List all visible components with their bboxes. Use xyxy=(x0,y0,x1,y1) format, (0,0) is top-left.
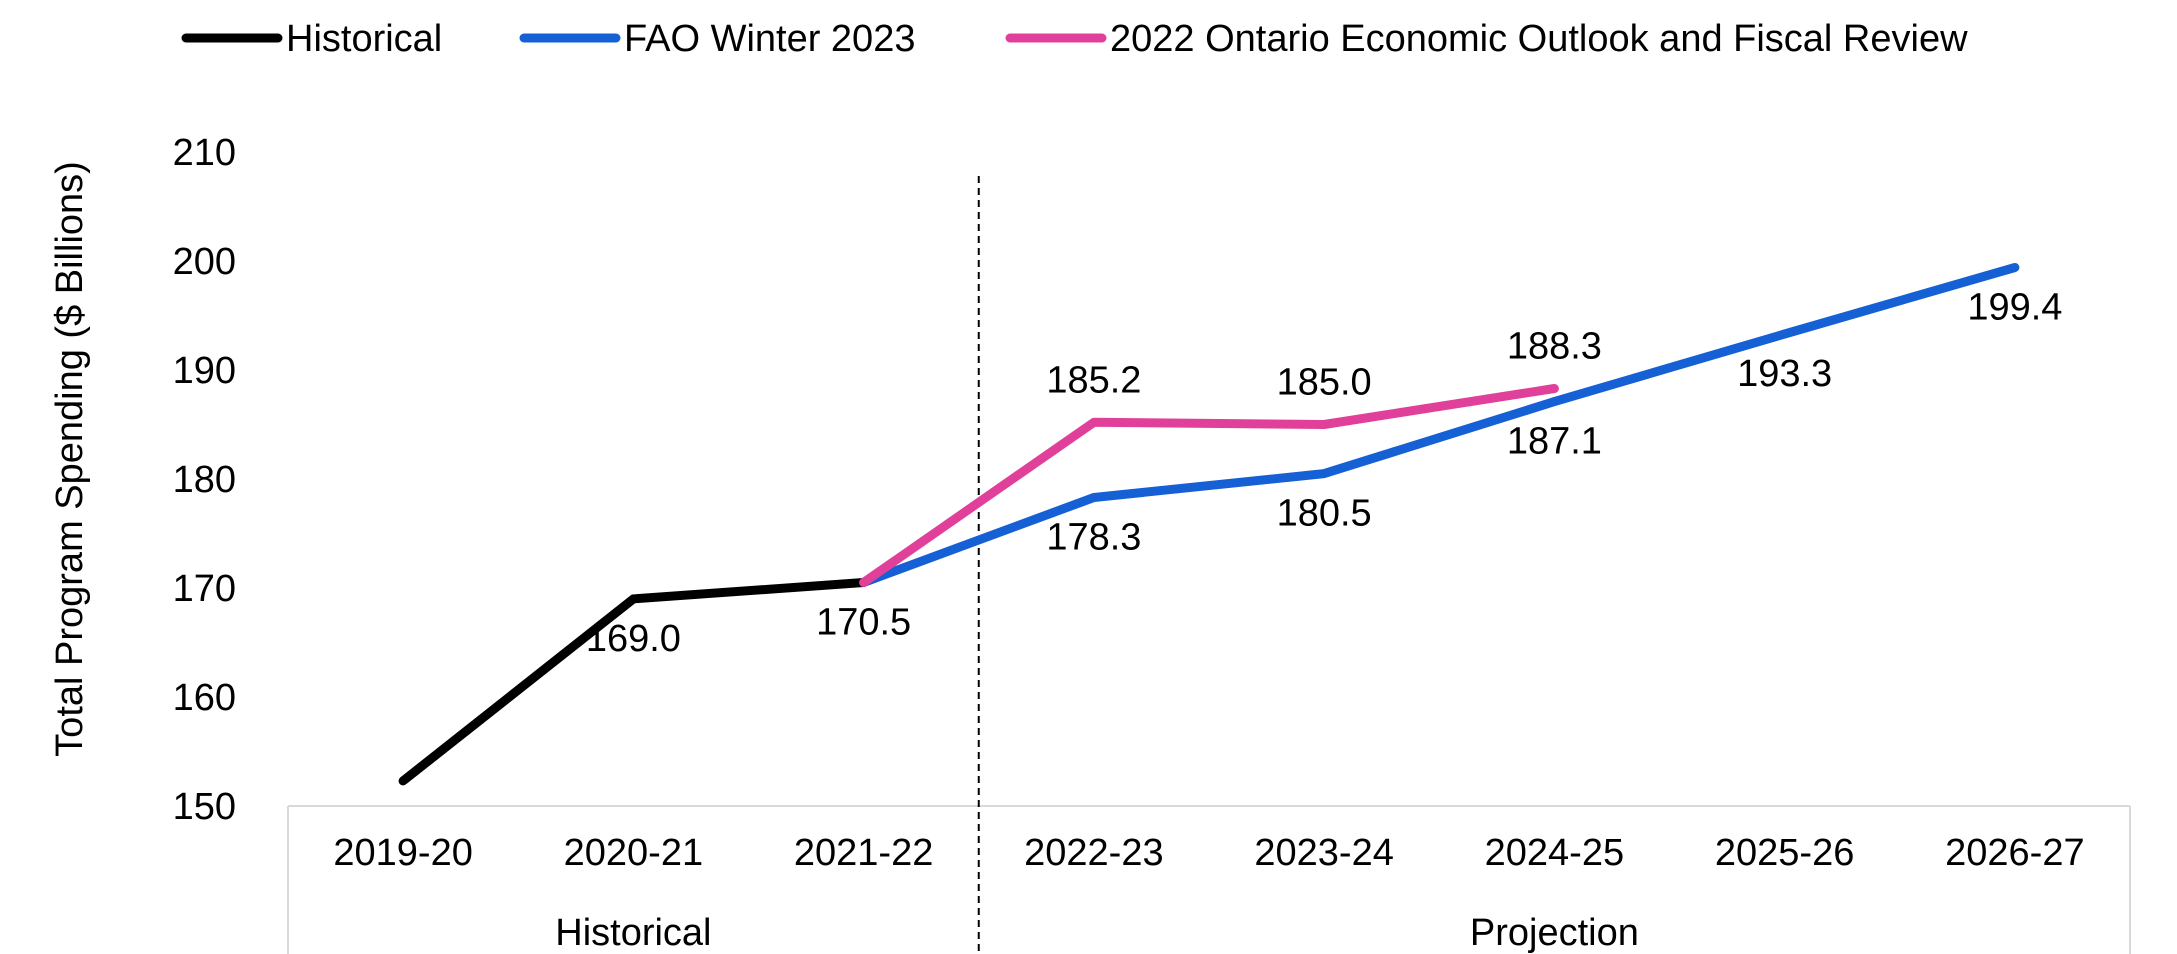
y-tick-label: 170 xyxy=(173,568,236,610)
y-tick-label: 160 xyxy=(173,677,236,719)
data-label-fao-winter-2023: 193.3 xyxy=(1737,353,1832,395)
data-label-fao-winter-2023: 180.5 xyxy=(1277,493,1372,535)
y-tick-label: 180 xyxy=(173,459,236,501)
data-label-2022-ontario-economic-outlook-and-fiscal-review: 188.3 xyxy=(1507,326,1602,368)
legend-entry-historical: Historical xyxy=(286,18,442,60)
series-line-historical xyxy=(398,578,869,786)
y-axis: 150 160 170 180 190 200 210 Total Program Spend… xyxy=(49,132,236,828)
label-layer: 169.0 170.5 178.3 180.5 187.1 193.3 199.4 185.2… xyxy=(586,287,2063,660)
series-layer xyxy=(398,263,2020,786)
x-group-label: Projection xyxy=(1470,912,1639,954)
data-label-2022-ontario-economic-outlook-and-fiscal-review: 185.2 xyxy=(1046,359,1141,401)
series-line-2022-ontario-economic-outlook-and-fiscal-review xyxy=(859,384,1559,587)
x-tick-label: 2024-25 xyxy=(1485,832,1624,874)
x-tick-label: 2021-22 xyxy=(794,832,933,874)
x-tick-label: 2022-23 xyxy=(1024,832,1163,874)
data-label-historical: 170.5 xyxy=(816,602,911,644)
y-tick-label: 150 xyxy=(173,786,236,828)
x-group-label: Historical xyxy=(555,912,711,954)
data-label-fao-winter-2023: 178.3 xyxy=(1046,517,1141,559)
x-tick-label: 2026-27 xyxy=(1945,832,2084,874)
x-tick-label: 2019-20 xyxy=(333,832,472,874)
data-label-2022-ontario-economic-outlook-and-fiscal-review: 185.0 xyxy=(1277,362,1372,404)
x-tick-label: 2025-26 xyxy=(1715,832,1854,874)
x-tick-label: 2020-21 xyxy=(564,832,703,874)
x-tick-label: 2023-24 xyxy=(1254,832,1393,874)
y-tick-label: 200 xyxy=(173,241,236,283)
data-label-historical: 169.0 xyxy=(586,618,681,660)
series-line-fao-winter-2023 xyxy=(859,263,2020,587)
x-axis: 2019-20 2020-21 2021-22 2022-23 2023-24 2024-… xyxy=(333,832,2084,954)
y-tick-label: 190 xyxy=(173,350,236,392)
legend: Historical FAO Winter 2023 2022 Ontario Ec… xyxy=(181,18,1968,60)
legend-entry-fao-winter-2023: FAO Winter 2023 xyxy=(624,18,915,60)
legend-entry-2022-ontario-economic-outlook-and-fiscal-review: 2022 Ontario Economic Outlook and Fiscal… xyxy=(1110,18,1968,60)
y-tick-label: 210 xyxy=(173,132,236,174)
data-label-fao-winter-2023: 187.1 xyxy=(1507,421,1602,463)
x-axis-frame xyxy=(287,805,2131,954)
y-axis-title: Total Program Spending ($ Billions) xyxy=(49,161,91,757)
data-label-fao-winter-2023: 199.4 xyxy=(1967,287,2062,329)
